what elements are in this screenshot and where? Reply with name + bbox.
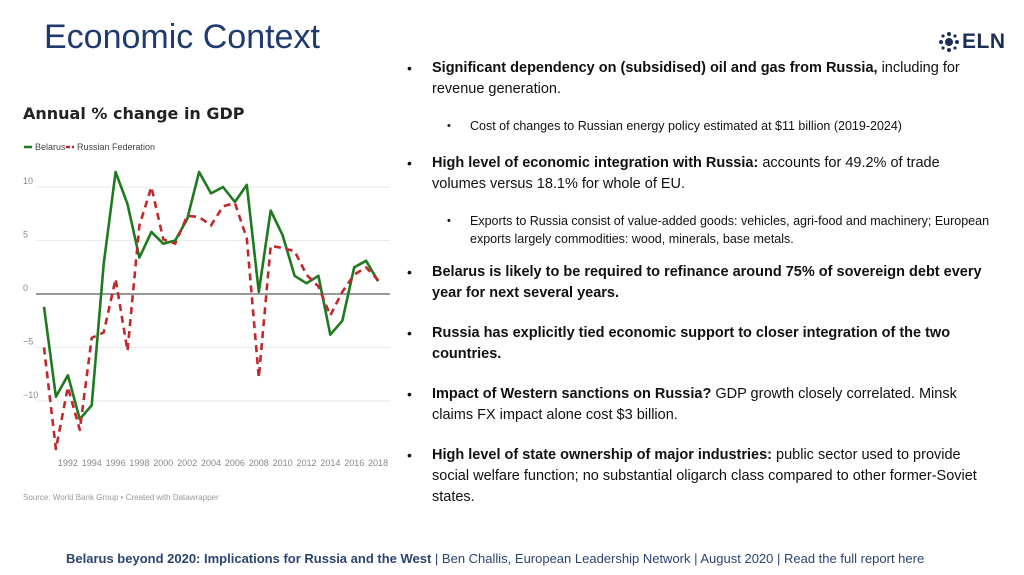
x-tick-label: 2018 (368, 458, 388, 468)
chart-legend: Belarus Russian Federation (24, 142, 155, 152)
x-tick-label: 2016 (344, 458, 364, 468)
bullet-bold: Impact of Western sanctions on Russia? (432, 386, 712, 402)
y-tick-label: 10 (23, 176, 33, 186)
y-tick-label: −5 (23, 337, 33, 347)
x-tick-label: 1998 (129, 458, 149, 468)
logo-text: ELN (962, 30, 1006, 53)
x-tick-label: 1992 (58, 458, 78, 468)
x-tick-label: 1994 (82, 458, 102, 468)
bullet-item: • High level of state ownership of major … (407, 447, 977, 505)
sub-bullet-item: • Exports to Russia consist of value-adde… (447, 214, 990, 246)
bullet-item: • High level of economic integration with… (407, 155, 940, 192)
footer-report-title: Belarus beyond 2020: Implications for Ru… (66, 551, 432, 566)
bullet-text: public sector used to provide social wel… (432, 447, 977, 505)
sub-bullet-item: • Cost of changes to Russian energy polic… (447, 119, 902, 133)
gdp-chart-svg: Annual % change in GDP Belarus Russian F… (23, 104, 390, 502)
x-tick-label: 2004 (201, 458, 221, 468)
x-tick-label: 2000 (153, 458, 173, 468)
chart-source: Source: World Bank Group • Created with … (23, 493, 219, 502)
y-tick-label: 0 (23, 283, 28, 293)
footer-credits: | Ben Challis, European Leadership Netwo… (431, 551, 925, 566)
sub-bullet-text: Cost of changes to Russian energy policy… (470, 119, 902, 133)
bullet-bold: High level of state ownership of major i… (432, 447, 772, 463)
sub-bullet-text: Exports to Russia consist of value-added… (470, 214, 990, 246)
x-tick-label: 2008 (249, 458, 269, 468)
bullet-bold: Significant dependency on (subsidised) o… (432, 60, 878, 76)
eln-logo: ELN (938, 30, 1006, 54)
bullet-bold: Russia has explicitly tied economic supp… (432, 325, 951, 362)
bullet-item: • Belarus is likely to be required to ref… (407, 264, 982, 301)
bullet-bold: Belarus is likely to be required to refi… (432, 264, 982, 301)
y-tick-label: 5 (23, 230, 28, 240)
x-tick-label: 2010 (273, 458, 293, 468)
x-tick-label: 2006 (225, 458, 245, 468)
slide-footer: Belarus beyond 2020: Implications for Ru… (66, 551, 924, 566)
y-tick-label: −10 (23, 390, 38, 400)
bullet-text: accounts for 49.2% of trade volumes vers… (432, 155, 940, 192)
x-tick-label: 2012 (296, 458, 316, 468)
bullet-text: including for revenue generation. (432, 60, 960, 97)
bullet-bold: High level of economic integration with … (432, 155, 759, 171)
bullet-item: • Russia has explicitly tied economic sup… (407, 325, 951, 362)
bullet-item: • Impact of Western sanctions on Russia? … (407, 386, 957, 423)
x-tick-label: 1996 (106, 458, 126, 468)
legend-label-belarus: Belarus (35, 142, 66, 152)
chart-title: Annual % change in GDP (23, 104, 245, 123)
bullet-text: GDP growth closely correlated. Minsk cla… (432, 386, 957, 423)
eln-logo-icon (939, 32, 959, 52)
bullet-item: • Significant dependency on (subsidised) … (407, 60, 960, 97)
gdp-chart: Annual % change in GDP Belarus Russian F… (18, 100, 398, 510)
legend-label-russia: Russian Federation (77, 142, 155, 152)
series-line-russia (42, 185, 380, 451)
slide-title: Economic Context (44, 18, 320, 56)
x-tick-label: 2002 (177, 458, 197, 468)
series-line-belarus (42, 170, 380, 421)
x-tick-label: 2014 (320, 458, 340, 468)
bullet-list: • Significant dependency on (subsidised) … (407, 58, 997, 508)
